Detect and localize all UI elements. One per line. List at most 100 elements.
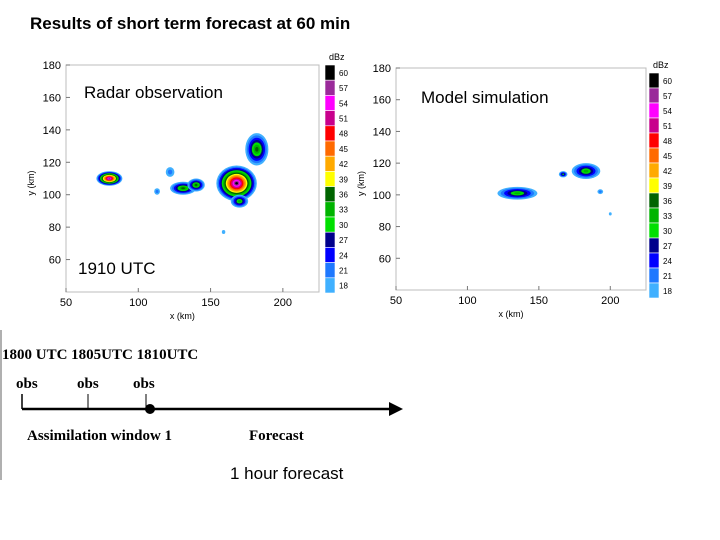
model-plot: 50 100 150 200 60 80 100 120 140 160 180 x (km) y (k… <box>355 55 680 320</box>
radar-xtick-label: 200 <box>274 297 292 309</box>
radar-xlabel: x (km) <box>170 311 195 321</box>
model-ytick-label: 120 <box>373 158 391 170</box>
radar-colorbar-label: 27 <box>339 236 348 245</box>
assimilation-window-label: Assimilation window 1 <box>27 428 173 444</box>
model-colorbar-label: 54 <box>663 107 672 116</box>
radar-ytick-label: 80 <box>49 222 61 234</box>
radar-echo-cell <box>230 194 249 208</box>
radar-echo-cell <box>165 167 175 177</box>
radar-colorbar-label: 18 <box>339 282 348 291</box>
radar-colorbar-swatch <box>324 125 336 142</box>
obs-label-1: obs <box>16 376 38 392</box>
model-colorbar-label: 57 <box>663 92 672 101</box>
radar-colorbar-label: 36 <box>339 191 348 200</box>
radar-colorbar-swatch <box>324 247 336 263</box>
radar-echo-contour <box>235 182 238 185</box>
model-colorbar-swatch <box>648 72 660 89</box>
model-ytick-label: 100 <box>373 190 391 202</box>
radar-ytick-label: 180 <box>43 60 61 72</box>
model-ytick-label: 80 <box>379 222 391 234</box>
radar-colorbar-swatch <box>324 186 336 203</box>
radar-xtick-label: 100 <box>129 297 147 309</box>
radar-colorbar-swatch <box>324 216 336 233</box>
radar-colorbar-swatch <box>324 155 336 172</box>
radar-colorbar-label: 30 <box>339 221 348 230</box>
model-colorbar-label: 60 <box>663 77 672 86</box>
radar-echo-cell <box>96 171 123 186</box>
model-colorbar-swatch <box>648 147 660 164</box>
model-colorbar-swatch <box>648 117 660 134</box>
model-echo-contour <box>598 190 602 193</box>
model-echo-contour <box>514 192 521 195</box>
timeline-arrow-head <box>389 402 403 416</box>
model-colorbar-label: 42 <box>663 167 672 176</box>
radar-ytick-label: 60 <box>49 255 61 267</box>
model-colorbar-swatch <box>648 102 660 119</box>
radar-colorbar-swatch <box>324 110 336 127</box>
timeline-left-rule <box>0 330 2 480</box>
radar-colorbar-swatch <box>324 201 336 218</box>
radar-colorbar-label: 57 <box>339 84 348 93</box>
model-xtick-label: 50 <box>390 295 402 307</box>
timeline-axis <box>21 394 403 416</box>
model-echo-contour <box>608 212 612 216</box>
radar-colorbar-label: 54 <box>339 99 348 108</box>
radar-colorbar-swatch <box>324 95 336 111</box>
radar-colorbar-label: 24 <box>339 251 348 260</box>
obs-label-2: obs <box>77 376 99 392</box>
radar-echo-contour <box>221 230 226 234</box>
radar-colorbar-label: 48 <box>339 130 348 139</box>
model-colorbar-label: 24 <box>663 257 672 266</box>
model-ylabel: y (km) <box>356 171 366 196</box>
model-colorbar-label: 21 <box>663 272 672 281</box>
radar-echo-contour <box>155 189 159 194</box>
radar-echo-contour <box>255 146 259 152</box>
model-echo-cell <box>571 163 601 179</box>
analysis-point <box>145 404 155 414</box>
radar-xtick-label: 50 <box>60 297 72 309</box>
model-colorbar-label: 30 <box>663 227 672 236</box>
model-colorbar-swatch <box>648 207 660 224</box>
slide-title: Results of short term forecast at 60 min <box>30 14 351 33</box>
obs-label-3: obs <box>133 376 155 392</box>
radar-colorbar-label: 45 <box>339 145 348 154</box>
model-colorbar-swatch <box>648 282 660 299</box>
radar-echo-cell <box>245 133 269 166</box>
model-colorbar-label: 45 <box>663 152 672 161</box>
radar-colorbar-label: 51 <box>339 115 348 124</box>
model-echo-contour <box>583 169 589 173</box>
model-colorbar-swatch <box>648 222 660 239</box>
model-colorbar-label: 51 <box>663 122 672 131</box>
model-echo-cell <box>558 171 568 178</box>
model-colorbar-label: 48 <box>663 137 672 146</box>
radar-echo-contour <box>181 187 185 190</box>
timeline-times: 1800 UTC 1805UTC 1810UTC <box>2 347 199 363</box>
radar-plot: 50 100 150 200 60 80 100 120 140 160 180 x (km) y (k… <box>22 52 358 322</box>
model-panel-label: Model simulation <box>421 88 549 107</box>
radar-echo-cell <box>216 165 257 202</box>
model-colorbar-label: 33 <box>663 212 672 221</box>
model-colorbar-swatch <box>648 192 660 209</box>
radar-plot-frame <box>65 64 320 293</box>
radar-colorbar-label: 42 <box>339 160 348 169</box>
model-colorbar-swatch <box>648 252 660 269</box>
radar-panel-label: Radar observation <box>84 83 223 102</box>
radar-colorbar-unit: dBz <box>329 52 345 62</box>
radar-colorbar-label: 60 <box>339 69 348 78</box>
model-colorbar-swatch <box>648 177 660 194</box>
radar-ytick-label: 160 <box>43 92 61 104</box>
radar-echo-cell <box>154 188 160 195</box>
model-colorbar-swatch <box>648 132 660 149</box>
model-colorbar-swatch <box>648 267 660 284</box>
model-colorbar-swatch <box>648 237 660 254</box>
model-xtick-label: 200 <box>601 295 619 307</box>
model-echo-cell <box>597 189 604 195</box>
model-colorbar-label: 27 <box>663 242 672 251</box>
radar-echo-contour <box>194 184 198 186</box>
radar-echo-contour <box>108 177 111 180</box>
model-xlabel: x (km) <box>499 309 524 319</box>
model-ytick-label: 140 <box>373 126 391 138</box>
model-ytick-label: 180 <box>373 63 391 75</box>
radar-colorbar-label: 39 <box>339 175 348 184</box>
radar-echo-cell <box>187 178 205 192</box>
